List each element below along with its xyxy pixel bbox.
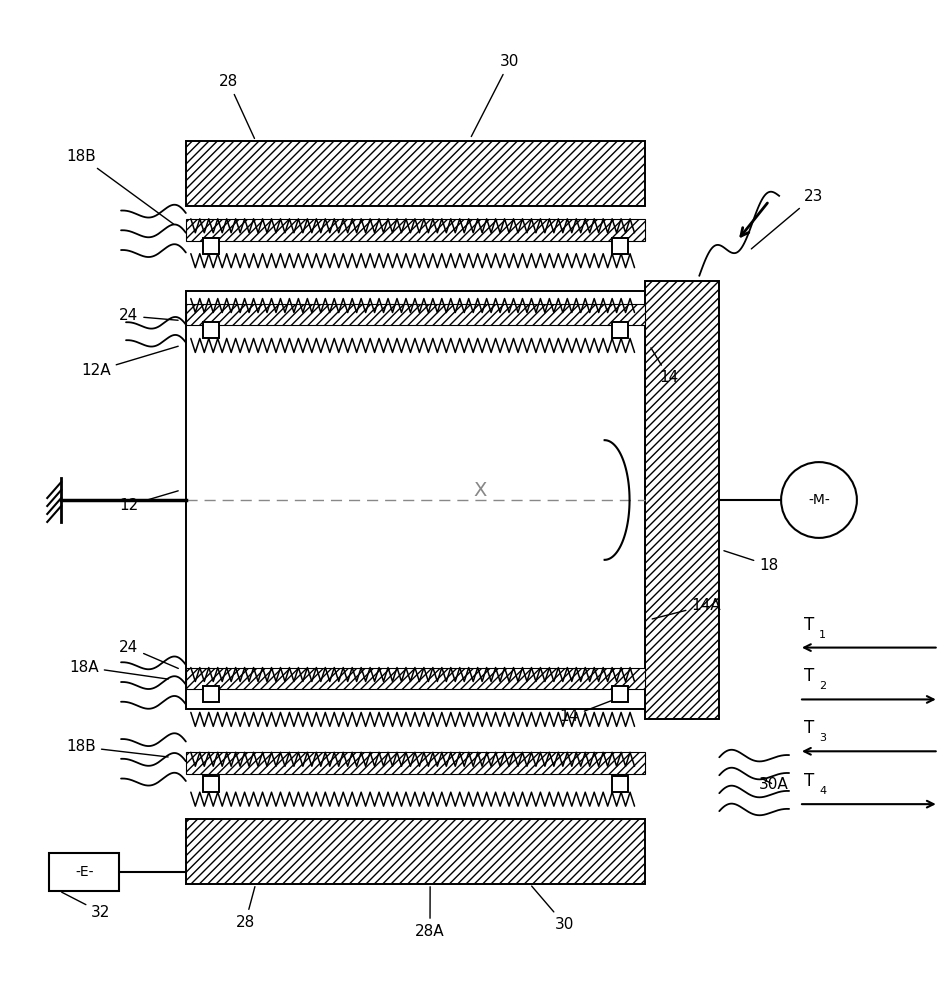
Bar bbox=[611, 686, 627, 702]
Bar bbox=[186, 304, 645, 325]
Text: 14: 14 bbox=[651, 348, 679, 385]
Text: 28A: 28A bbox=[415, 887, 445, 939]
Text: 4: 4 bbox=[819, 786, 826, 796]
Text: 14A: 14A bbox=[652, 598, 721, 619]
Text: 24: 24 bbox=[119, 308, 178, 324]
Bar bbox=[203, 322, 219, 338]
Bar bbox=[645, 281, 720, 719]
Text: 12: 12 bbox=[119, 491, 178, 513]
Text: 12A: 12A bbox=[81, 346, 178, 378]
Bar bbox=[186, 219, 645, 241]
Text: 30: 30 bbox=[471, 54, 519, 137]
Bar bbox=[186, 304, 645, 325]
Bar bbox=[186, 819, 645, 884]
Text: 18A: 18A bbox=[69, 660, 169, 679]
Bar bbox=[186, 668, 645, 689]
Bar bbox=[611, 238, 627, 254]
Bar bbox=[203, 238, 219, 254]
Bar bbox=[50, 853, 119, 891]
Bar bbox=[186, 141, 645, 206]
Circle shape bbox=[781, 462, 857, 538]
Bar bbox=[203, 776, 219, 792]
Bar bbox=[186, 291, 645, 709]
Text: 24: 24 bbox=[119, 640, 178, 668]
Text: T: T bbox=[804, 667, 814, 685]
Text: 32: 32 bbox=[62, 892, 110, 920]
Bar bbox=[186, 819, 645, 884]
Bar bbox=[186, 752, 645, 774]
Text: 2: 2 bbox=[819, 681, 826, 691]
Text: 14: 14 bbox=[560, 700, 612, 724]
Text: 28: 28 bbox=[219, 74, 254, 138]
Text: 18: 18 bbox=[724, 551, 779, 573]
Text: 1: 1 bbox=[819, 630, 826, 640]
Bar bbox=[186, 668, 645, 689]
Text: 18B: 18B bbox=[67, 739, 169, 757]
Bar bbox=[611, 322, 627, 338]
Text: X: X bbox=[473, 481, 486, 500]
Text: -E-: -E- bbox=[75, 865, 93, 879]
Bar bbox=[186, 219, 645, 241]
Bar bbox=[186, 752, 645, 774]
Text: 3: 3 bbox=[819, 733, 826, 743]
Text: 30: 30 bbox=[531, 886, 574, 932]
Text: 18B: 18B bbox=[67, 149, 173, 224]
Text: -M-: -M- bbox=[808, 493, 830, 507]
Bar bbox=[611, 776, 627, 792]
Bar bbox=[645, 281, 720, 719]
Bar bbox=[203, 686, 219, 702]
Bar bbox=[186, 141, 645, 206]
Text: T: T bbox=[804, 772, 814, 790]
Text: T: T bbox=[804, 616, 814, 634]
Text: 30A: 30A bbox=[759, 777, 789, 792]
Text: T: T bbox=[804, 719, 814, 737]
Text: 28: 28 bbox=[236, 887, 255, 930]
Text: 23: 23 bbox=[751, 189, 823, 249]
